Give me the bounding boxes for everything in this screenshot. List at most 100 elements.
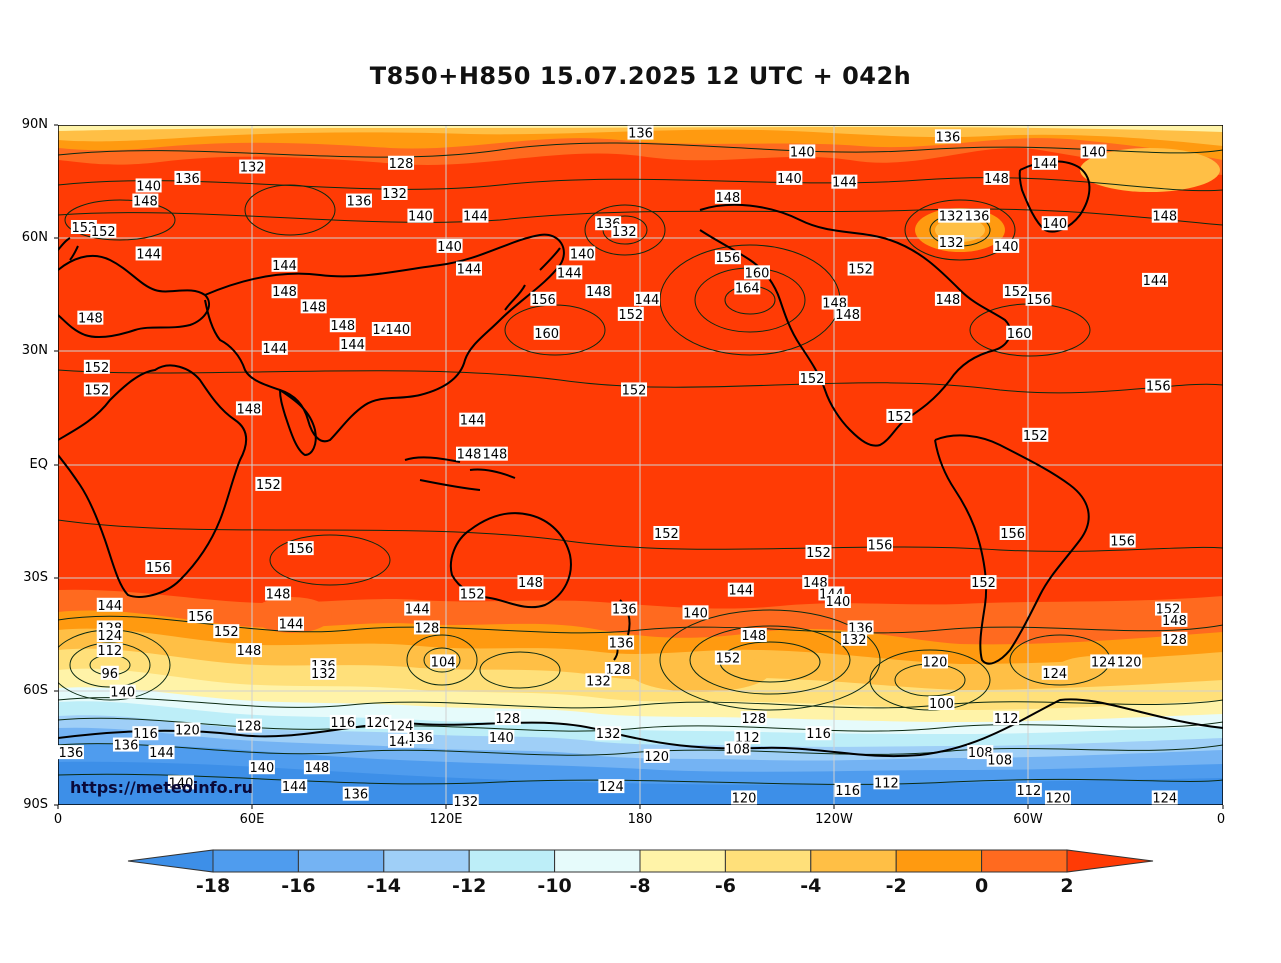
contour-label: 140 bbox=[384, 322, 411, 338]
contour-label: 140 bbox=[789, 144, 816, 160]
contour-label-text: 108 bbox=[968, 746, 993, 761]
contour-label: 128 bbox=[235, 718, 262, 735]
contour-label: 156 bbox=[999, 526, 1026, 542]
contour-label-text: 116 bbox=[806, 727, 831, 742]
contour-label-bg bbox=[740, 711, 767, 726]
contour-label-text: 112 bbox=[1016, 784, 1041, 799]
contour-label-bg bbox=[235, 401, 262, 416]
contour-label-bg bbox=[970, 575, 997, 590]
contour-label-text: 144 bbox=[149, 746, 174, 761]
contour-label-text: 156 bbox=[531, 293, 556, 308]
source-watermark[interactable]: https://meteoinfo.ru bbox=[70, 778, 253, 797]
contour-label: 148 bbox=[265, 586, 292, 602]
contour-label: 152 bbox=[1002, 284, 1029, 300]
contour-label-text: 124 bbox=[1042, 667, 1067, 682]
contour-label: 152 bbox=[847, 261, 874, 278]
contour-label-text: 136 bbox=[175, 172, 200, 187]
contour-label: 144 bbox=[633, 291, 660, 308]
contour-label-text: 132 bbox=[586, 674, 611, 689]
indonesia-outline bbox=[404, 456, 516, 491]
contour-label-text: 160 bbox=[745, 266, 770, 281]
contour-label: 152 bbox=[970, 575, 997, 591]
contour-label-bg bbox=[1090, 654, 1117, 669]
contour-label: 116 bbox=[132, 726, 159, 742]
contour-label-text: 140 bbox=[385, 323, 410, 338]
colorbar-segment bbox=[639, 849, 726, 873]
contour-label-text: 124 bbox=[389, 720, 414, 735]
contour-label-text: 148 bbox=[715, 191, 740, 206]
contour-label: 108 bbox=[986, 752, 1013, 769]
contour-label: 132 bbox=[239, 159, 266, 176]
contour-label-text: 148 bbox=[237, 644, 262, 659]
colorbar-tick-label: -6 bbox=[714, 875, 736, 897]
contour-label: 116 bbox=[805, 726, 832, 742]
contour-label-text: 120 bbox=[732, 791, 757, 806]
contour-label-text: 148 bbox=[984, 172, 1009, 187]
contour-label: 140 bbox=[1041, 216, 1068, 232]
contour-label-bg bbox=[928, 696, 955, 710]
contour-label-text: 136 bbox=[408, 731, 433, 746]
contour-label-text: 144 bbox=[1033, 157, 1058, 172]
contour-label-text: 140 bbox=[1081, 145, 1106, 160]
contour-label-text: 152 bbox=[256, 478, 281, 493]
contour-label-text: 144 bbox=[262, 342, 287, 357]
contour-label: 132 bbox=[938, 208, 965, 225]
contour-label-text: 136 bbox=[347, 195, 372, 210]
contour-label-bg bbox=[96, 643, 123, 658]
north-cold-band-4 bbox=[58, 125, 1223, 132]
contour-label: 132 bbox=[938, 235, 965, 251]
contour-label-text: 148 bbox=[1162, 614, 1187, 629]
contour-label-text: 136 bbox=[114, 739, 139, 754]
greenland-cold-blob bbox=[1080, 148, 1220, 192]
lon-label-120e: 120E bbox=[429, 812, 463, 827]
contour-label-text: 124 bbox=[1091, 655, 1116, 670]
contour-label: 148 bbox=[132, 193, 159, 210]
contour-label-bg bbox=[388, 155, 415, 170]
contour-label: 136 bbox=[627, 125, 654, 142]
contour-label-bg bbox=[934, 291, 961, 306]
contour-label-bg bbox=[1006, 325, 1033, 340]
contour-label-bg bbox=[135, 246, 162, 261]
contour-label-text: 148 bbox=[835, 308, 860, 323]
contour-label-text: 152 bbox=[460, 587, 485, 602]
contour-label: 132 bbox=[452, 794, 479, 810]
contour-label: 136 bbox=[407, 730, 434, 746]
contour-label-bg bbox=[1142, 272, 1169, 287]
contour-label-bg bbox=[455, 261, 482, 276]
contour-label: 144 bbox=[455, 261, 482, 278]
contour-label-text: 144 bbox=[557, 266, 582, 281]
contour-label-bg bbox=[611, 223, 638, 238]
contour-label: 136 bbox=[57, 745, 84, 761]
contour-label-text: 120 bbox=[1117, 655, 1142, 670]
contour-label-bg bbox=[287, 541, 314, 556]
contour-label-bg bbox=[714, 650, 741, 665]
contour-label-text: 152 bbox=[84, 383, 109, 398]
contour-label-bg bbox=[494, 711, 521, 726]
colorbar-segment bbox=[468, 849, 556, 873]
contour-label-text: 152 bbox=[654, 527, 679, 542]
contour-label: 120 bbox=[643, 748, 670, 765]
contour-label-bg bbox=[1041, 665, 1068, 680]
contour-label-text: 144 bbox=[97, 599, 122, 614]
contour-label-bg bbox=[1145, 378, 1172, 393]
contour-label-text: 140 bbox=[136, 179, 161, 194]
contour-label-text: 144 bbox=[728, 584, 753, 599]
contour-label: 152 bbox=[886, 408, 913, 425]
contour-label: 152 bbox=[83, 359, 110, 376]
contour-label-text: 152 bbox=[214, 625, 239, 640]
contour-label-bg bbox=[1109, 533, 1136, 548]
contour-label-text: 144 bbox=[389, 735, 414, 750]
australia-outline bbox=[450, 512, 572, 609]
contour-label: 144 bbox=[556, 265, 583, 281]
colorbar-segment bbox=[895, 849, 983, 873]
contour-label-text: 140 bbox=[994, 240, 1019, 255]
contour-label: 104 bbox=[430, 654, 457, 670]
contour-label-text: 160 bbox=[534, 327, 559, 342]
contour-label-text: 156 bbox=[715, 251, 740, 266]
contour-label: 132 bbox=[841, 631, 868, 648]
contour-label-bg bbox=[1032, 155, 1059, 170]
contour-label-bg bbox=[841, 631, 868, 646]
contour-label-text: 112 bbox=[874, 776, 899, 791]
contour-label: 132 bbox=[310, 665, 337, 682]
